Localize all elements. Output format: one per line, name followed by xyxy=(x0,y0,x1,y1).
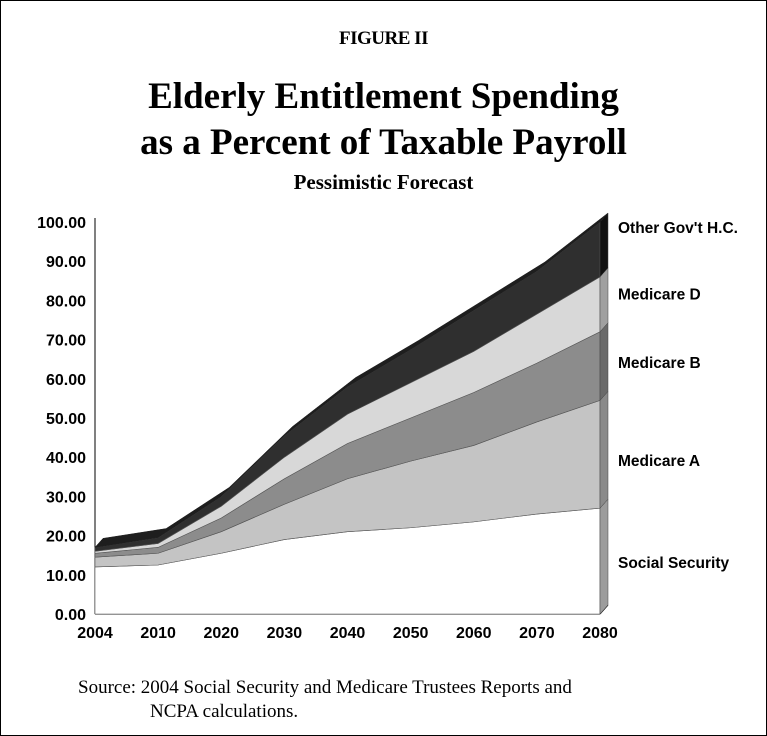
figure-label: FIGURE II xyxy=(339,28,428,49)
series-label: Medicare A xyxy=(618,453,700,470)
source-note: Source: 2004 Social Security and Medicar… xyxy=(78,676,738,724)
series-label: Medicare D xyxy=(618,287,701,304)
x-tick-label: 2070 xyxy=(519,625,555,642)
chart-title-line2: as a Percent of Taxable Payroll xyxy=(140,122,627,163)
chart-title: Elderly Entitlement Spending as a Percen… xyxy=(0,74,767,166)
series-label: Other Gov't H.C. xyxy=(618,220,738,237)
x-tick-label: 2020 xyxy=(203,625,239,642)
side-medicare-b xyxy=(599,322,609,402)
y-tick-label: 30.00 xyxy=(46,489,86,506)
y-tick-label: 100.00 xyxy=(37,215,86,232)
chart-subtitle: Pessimistic Forecast xyxy=(293,170,474,194)
x-tick-label: 2050 xyxy=(393,625,429,642)
y-tick-label: 40.00 xyxy=(46,450,86,467)
top-surface xyxy=(94,212,609,548)
y-tick-label: 60.00 xyxy=(46,372,86,389)
series-label: Medicare B xyxy=(618,355,701,372)
side-medicare-d xyxy=(599,267,609,333)
y-tick-label: 90.00 xyxy=(46,254,86,271)
side-social-security xyxy=(599,498,609,615)
x-tick-label: 2030 xyxy=(267,625,303,642)
chart-title-line1: Elderly Entitlement Spending xyxy=(148,76,619,117)
y-tick-label: 20.00 xyxy=(46,529,86,546)
y-tick-label: 70.00 xyxy=(46,333,86,350)
y-tick-label: 0.00 xyxy=(55,607,86,624)
y-tick-label: 10.00 xyxy=(46,568,86,585)
y-tick-label: 50.00 xyxy=(46,411,86,428)
x-tick-label: 2004 xyxy=(77,625,113,642)
x-tick-label: 2080 xyxy=(582,625,618,642)
y-tick-label: 80.00 xyxy=(46,293,86,310)
x-tick-label: 2040 xyxy=(330,625,366,642)
side-medicare-a xyxy=(599,390,609,509)
x-tick-label: 2010 xyxy=(140,625,176,642)
x-tick-label: 2060 xyxy=(456,625,492,642)
side-other-gov-t-h-c xyxy=(599,212,609,278)
area-chart: 0.00 10.00 20.00 30.00 40.00 50.00 60.00 70.00 8… xyxy=(37,212,738,642)
source-line1: Source: 2004 Social Security and Medicar… xyxy=(78,677,572,698)
source-line2: NCPA calculations. xyxy=(150,701,299,722)
series-label: Social Security xyxy=(618,555,730,572)
